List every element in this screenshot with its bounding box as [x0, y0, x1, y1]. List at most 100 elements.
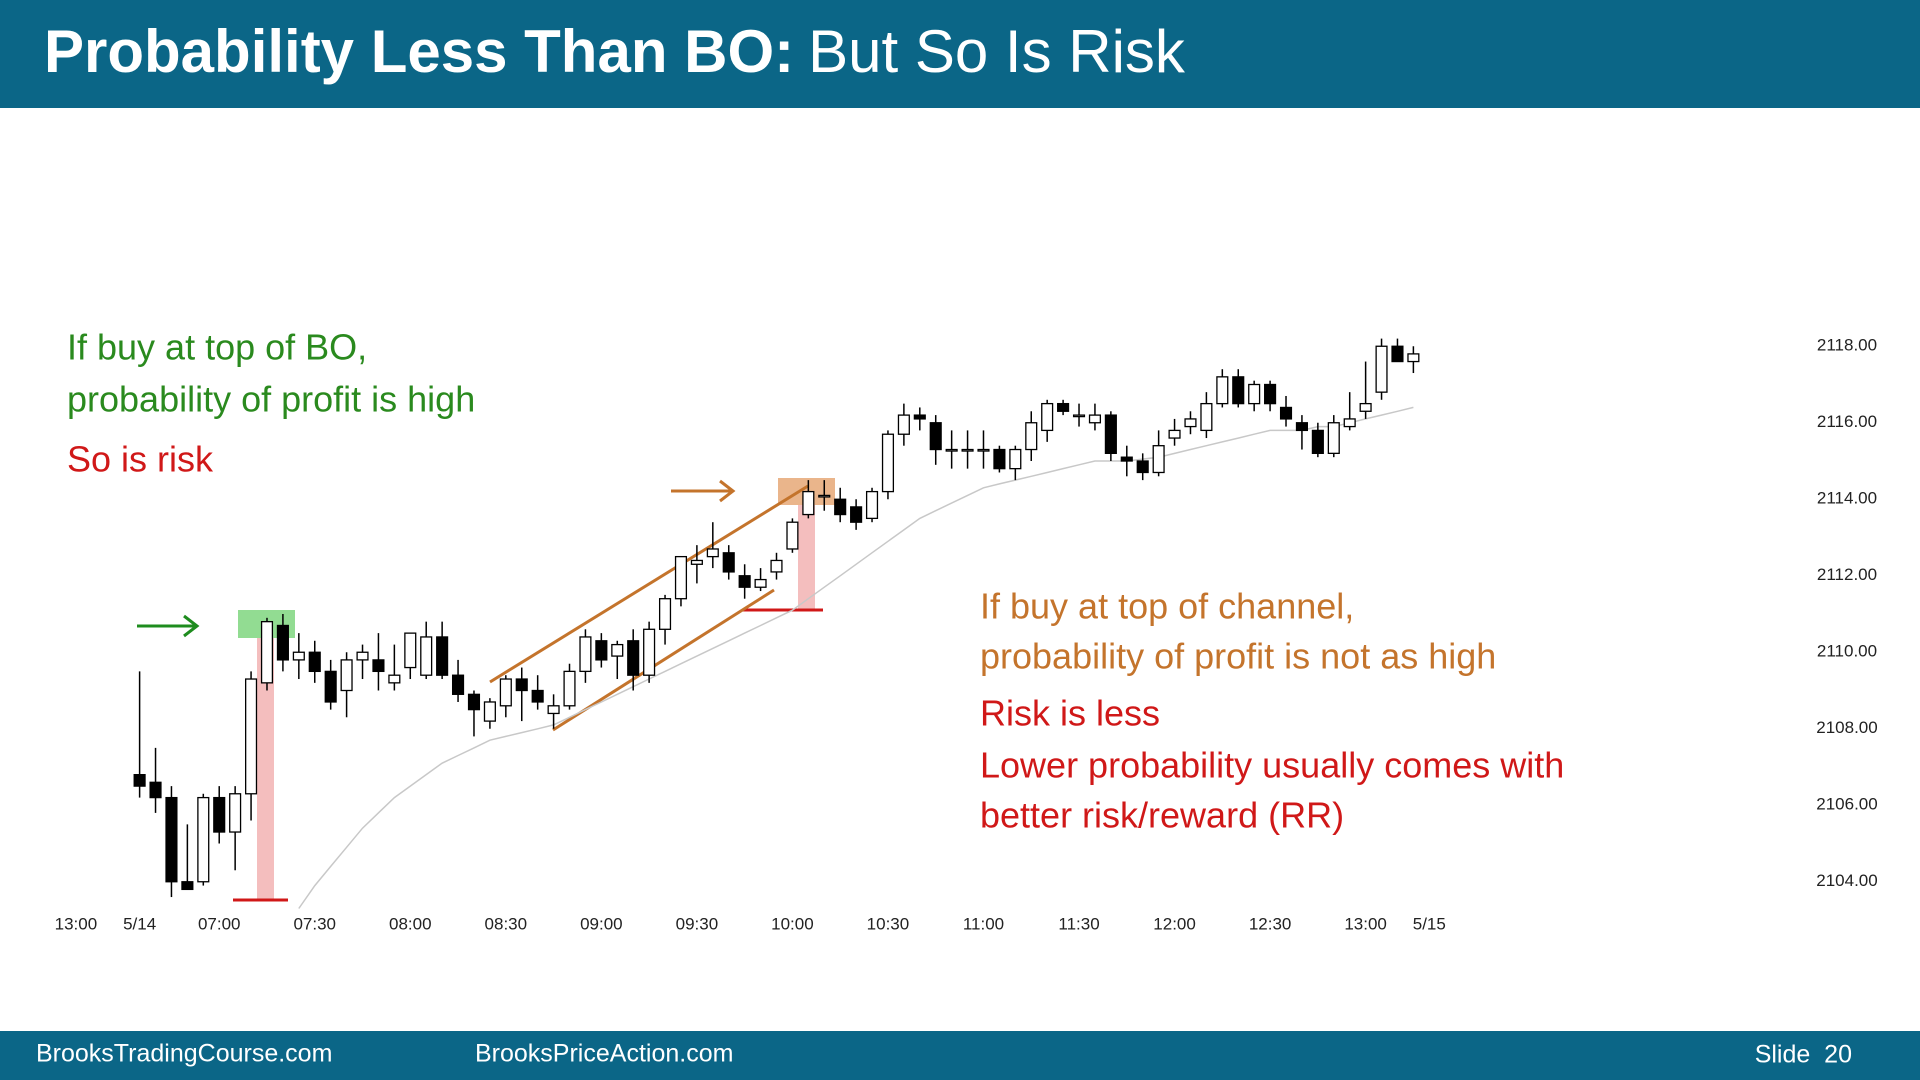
candle-body [674, 555, 688, 600]
risk-bar-bo [257, 638, 274, 900]
candle-body [802, 490, 815, 516]
annotation: If buy at top of BO, [67, 327, 367, 368]
x-tick-label: 08:00 [389, 914, 432, 933]
candle-body [1279, 406, 1293, 420]
arrow-bo [137, 614, 200, 638]
candle-body [245, 678, 258, 795]
candle-body [1359, 402, 1372, 412]
risk-bar-channel [798, 505, 815, 610]
candle-body [1072, 414, 1086, 418]
y-tick-label: 2118.00 [1817, 336, 1877, 355]
annotation: probability of profit is not as high [980, 636, 1496, 677]
x-tick-label: 07:30 [293, 914, 336, 933]
candle-body [627, 640, 640, 676]
candle-body [1009, 448, 1022, 470]
x-tick-label: 07:00 [198, 914, 241, 933]
candle-body [929, 422, 942, 451]
x-tick-label: 5/14 [123, 914, 156, 933]
candle-body [1248, 383, 1261, 405]
candle-body [770, 559, 783, 573]
candle-body [260, 621, 274, 684]
candle-body [1184, 418, 1197, 428]
x-tick-label: 13:00 [1344, 914, 1387, 933]
candle-body [881, 433, 895, 493]
candle-body [595, 640, 608, 661]
candle-body [1168, 429, 1181, 439]
candle-body [276, 624, 289, 661]
candle-body [340, 659, 353, 692]
x-tick-label: 09:00 [580, 914, 623, 933]
candle-body [1391, 345, 1404, 363]
y-tick-label: 2116.00 [1817, 412, 1877, 431]
candle-body [818, 494, 831, 498]
candle-body [1136, 460, 1149, 474]
x-tick-label: 5/15 [1413, 914, 1446, 933]
candle-body [451, 674, 465, 695]
x-tick-label: 12:30 [1249, 914, 1292, 933]
candle-body [1311, 429, 1324, 454]
x-tick-label: 09:30 [676, 914, 719, 933]
title-rest: But So Is Risk [808, 18, 1186, 85]
y-tick-label: 2104.00 [1816, 871, 1877, 890]
candle-body [165, 796, 178, 883]
candle-body [531, 689, 544, 703]
candle-body [181, 881, 194, 891]
candle-body [786, 521, 799, 550]
candle-body [1343, 418, 1356, 428]
annotation: Lower probability usually comes with [980, 745, 1564, 786]
candle-body [1216, 376, 1229, 405]
candle-body [1104, 414, 1117, 455]
annotation: better risk/reward (RR) [980, 795, 1344, 836]
candle-body [961, 448, 974, 452]
y-tick-label: 2114.00 [1817, 489, 1877, 508]
moving-average [298, 406, 1414, 909]
candle-body [1264, 383, 1277, 405]
candle-body [1041, 402, 1054, 432]
x-tick-label: 13:00 [55, 914, 98, 933]
x-tick-label: 10:00 [771, 914, 814, 933]
slide-number: Slide 20 [1755, 1041, 1852, 1069]
candlestick-chart: 2104.00 2106.00 2108.00 2110.00 2112.00 2114.… [55, 336, 1878, 934]
candle-body [1088, 414, 1102, 424]
arrow-channel [671, 479, 736, 503]
candle-body [1232, 376, 1245, 405]
slide-title: Probability Less Than BO: But So Is Risk [44, 18, 1186, 85]
candle-body [611, 643, 624, 657]
candle-body [515, 678, 528, 692]
title-bold: Probability Less Than BO: [44, 18, 794, 85]
candle-body [1120, 456, 1133, 462]
candle-body [499, 678, 512, 707]
y-tick-label: 2108.00 [1816, 718, 1877, 737]
candle-body [945, 448, 958, 452]
candle-body [356, 651, 369, 661]
candle-body [722, 552, 735, 573]
x-tick-label: 08:30 [485, 914, 528, 933]
candle-body [1295, 422, 1308, 432]
candle-body [897, 414, 910, 435]
y-tick-label: 2106.00 [1816, 795, 1877, 814]
candle-body [690, 559, 703, 565]
footer-link: BrooksTradingCourse.com [36, 1040, 332, 1068]
candle-body [563, 670, 576, 707]
y-tick-label: 2112.00 [1817, 565, 1877, 584]
candle-body [913, 414, 926, 420]
candle-body [420, 636, 433, 676]
candle-body [197, 796, 210, 883]
x-tick-label: 11:30 [1058, 914, 1099, 933]
candle-body [324, 670, 337, 703]
annotation: Risk is less [980, 693, 1160, 734]
candle-body [547, 705, 560, 715]
x-tick-label: 11:00 [963, 914, 1004, 933]
candle-body [292, 651, 305, 661]
candle-body [1327, 422, 1340, 455]
candle-body [1200, 402, 1213, 432]
candle-body [977, 448, 990, 452]
candle-body [213, 796, 226, 833]
candle-body [738, 575, 751, 588]
footer-link: BrooksPriceAction.com [475, 1040, 733, 1068]
candle-body [1025, 422, 1038, 451]
candle-body [993, 448, 1006, 470]
candle-body [1152, 445, 1165, 474]
candle-body [467, 693, 481, 711]
